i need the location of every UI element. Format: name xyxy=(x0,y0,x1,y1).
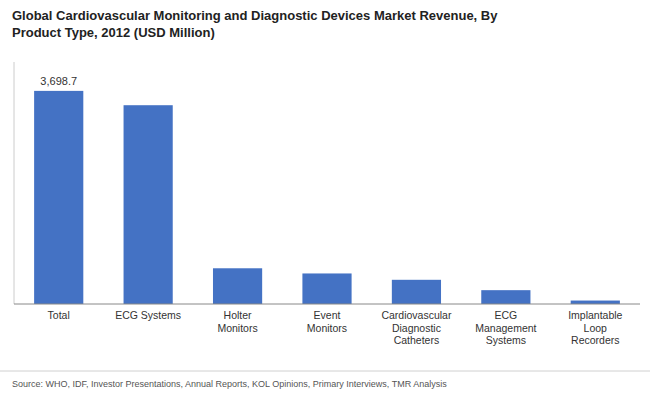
x-tick-label-line: Recorders xyxy=(571,334,619,346)
x-tick-label-line: Monitors xyxy=(217,322,257,334)
title-line: Product Type, 2012 (USD Million) xyxy=(12,25,215,40)
x-tick-label-line: ECG Systems xyxy=(115,309,181,321)
x-tick-label-line: Event xyxy=(314,309,341,321)
x-tick-label: EventMonitors xyxy=(307,309,347,334)
y-axis-line xyxy=(14,62,15,304)
bar xyxy=(481,290,530,304)
bars xyxy=(34,91,620,304)
source-divider xyxy=(0,371,650,372)
x-tick-label-line: Total xyxy=(48,309,70,321)
bar xyxy=(213,268,262,304)
x-tick-label-line: Cardiovascular xyxy=(381,309,452,321)
x-tick-label-line: Management xyxy=(475,322,536,334)
source-note: Source: WHO, IDF, Investor Presentations… xyxy=(12,379,447,389)
bar xyxy=(124,105,173,304)
x-tick-label: Total xyxy=(48,309,70,321)
x-tick-label-line: Implantable xyxy=(568,309,622,321)
bar xyxy=(392,280,441,304)
bar xyxy=(302,273,351,304)
chart-container: Global Cardiovascular Monitoring and Dia… xyxy=(0,0,650,397)
x-tick-label: CardiovascularDiagnosticCatheters xyxy=(381,309,452,346)
x-tick-label-line: Systems xyxy=(486,334,526,346)
x-tick-label-line: Catheters xyxy=(394,334,440,346)
bar xyxy=(571,301,620,304)
x-tick-label-line: ECG xyxy=(494,309,517,321)
title-line: Global Cardiovascular Monitoring and Dia… xyxy=(12,8,498,23)
data-label: 3,698.7 xyxy=(40,75,77,87)
x-tick-label-line: Monitors xyxy=(307,322,347,334)
x-tick-label-line: Loop xyxy=(584,322,608,334)
bar xyxy=(34,91,83,304)
x-tick-label: ECG Systems xyxy=(115,309,181,321)
x-tick-label-line: Diagnostic xyxy=(392,322,441,334)
x-tick-label: ImplantableLoopRecorders xyxy=(568,309,622,346)
x-tick-label: HolterMonitors xyxy=(217,309,257,334)
chart-svg: Global Cardiovascular Monitoring and Dia… xyxy=(0,0,650,397)
x-tick-label: ECGManagementSystems xyxy=(475,309,536,346)
chart-title: Global Cardiovascular Monitoring and Dia… xyxy=(12,8,498,40)
x-axis-line xyxy=(14,304,640,305)
x-tick-label-line: Holter xyxy=(224,309,253,321)
